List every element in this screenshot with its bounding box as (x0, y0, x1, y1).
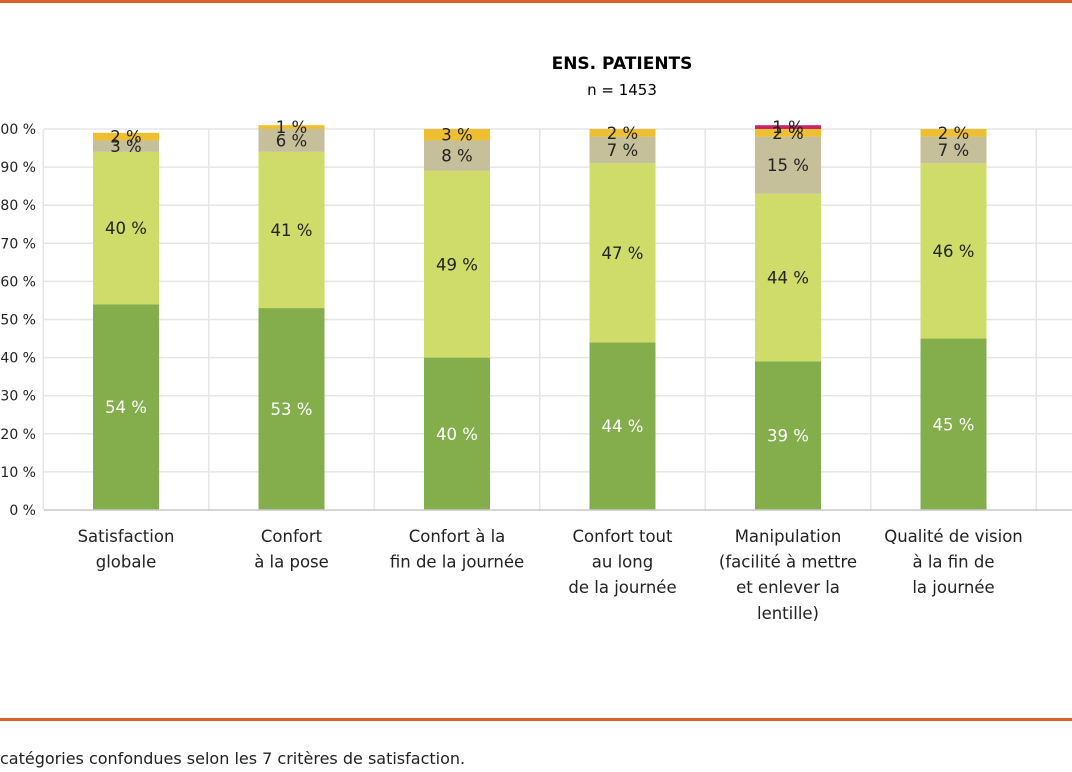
category-label: globale (96, 553, 156, 572)
bar-segment (755, 136, 821, 194)
y-tick-label: 50 % (0, 313, 36, 329)
data-label: 44 % (767, 269, 809, 288)
top-rule (0, 0, 1072, 3)
category-label: Confort tout (573, 527, 673, 546)
category-label: la journée (912, 578, 994, 597)
category-label: Manipulation (735, 527, 842, 546)
data-label: 1 % (276, 118, 307, 137)
data-label: 44 % (602, 417, 644, 436)
bar-segment (920, 338, 987, 510)
bar-segment (755, 125, 821, 129)
category-label: lentille) (757, 604, 819, 623)
bars (93, 125, 987, 510)
data-label: 40 % (436, 425, 478, 444)
bar-segment (920, 129, 987, 137)
data-label: 15 % (767, 156, 809, 175)
bar-segment (755, 193, 821, 362)
category-label: au long (592, 553, 653, 572)
bar-segment (755, 361, 821, 510)
data-label: 7 % (607, 141, 638, 160)
data-label: 1 % (772, 118, 803, 137)
bar-segment (93, 151, 159, 305)
category-label: fin de la journée (390, 553, 524, 572)
data-label: 49 % (436, 255, 478, 274)
data-label: 46 % (933, 242, 975, 261)
data-labels: 54 %40 %3 %2 %53 %41 %6 %1 %40 %49 %8 %3… (105, 118, 974, 446)
category-labels: Satisfaction globale Confort à la pose Confo… (78, 527, 1023, 623)
bar-segment (93, 132, 159, 141)
y-tick-label: 60 % (0, 274, 36, 290)
y-tick-label: 90 % (0, 160, 36, 176)
y-axis-ticks: 0 % 10 % 20 % 30 % 40 % 50 % 60 % 70 % 80 % 90 % 1… (0, 122, 36, 519)
data-label: 47 % (602, 244, 644, 263)
bar-segment (424, 357, 490, 510)
data-label: 45 % (933, 415, 975, 434)
category-label: à la pose (254, 553, 329, 572)
category-label: de la journée (568, 578, 676, 597)
y-tick-label: 70 % (0, 236, 36, 252)
bar-segment (589, 129, 656, 137)
bar-segment (589, 163, 656, 343)
bar-segment (258, 151, 325, 309)
y-tick-label: 100 % (0, 122, 36, 138)
data-label: 54 % (105, 398, 147, 417)
data-label: 3 % (110, 137, 141, 156)
y-tick-label: 80 % (0, 198, 36, 214)
category-label: Satisfaction (78, 527, 175, 546)
bar-segment (424, 129, 490, 141)
chart-subtitle: n = 1453 (587, 81, 657, 99)
data-label: 53 % (271, 400, 313, 419)
data-label: 6 % (276, 131, 307, 150)
data-label: 2 % (772, 124, 803, 143)
y-tick-label: 0 % (9, 503, 36, 519)
data-label: 41 % (271, 221, 313, 240)
bar-segment (920, 163, 987, 339)
bar-segment (93, 304, 159, 510)
gridlines (42, 128, 1072, 510)
data-label: 40 % (105, 219, 147, 238)
data-label: 39 % (767, 427, 809, 446)
bottom-rule (0, 718, 1072, 721)
y-tick-label: 20 % (0, 427, 36, 443)
data-label: 2 % (938, 124, 969, 143)
chart-title: ENS. PATIENTS (552, 54, 693, 74)
stacked-bar-chart: ENS. PATIENTS n = 1453 0 % 10 % 20 % 30 % 40… (0, 54, 1072, 623)
category-label: Confort (261, 527, 323, 546)
data-label: 2 % (110, 128, 141, 147)
y-tick-label: 40 % (0, 351, 36, 367)
bar-segment (258, 129, 325, 152)
bar-segment (920, 136, 987, 164)
bar-segment (258, 308, 325, 510)
bar-segment (424, 140, 490, 171)
footnote: catégories confondues selon les 7 critèr… (0, 749, 466, 768)
y-tick-label: 10 % (0, 465, 36, 481)
category-label: Qualité de vision (884, 527, 1023, 546)
bar-segment (424, 170, 490, 358)
data-label: 3 % (441, 126, 472, 145)
bar-segment (93, 140, 159, 152)
data-label: 8 % (441, 147, 472, 166)
category-label: Confort à la (409, 527, 506, 546)
bar-segment (755, 129, 821, 137)
data-label: 7 % (938, 141, 969, 160)
category-label: à la fin de (912, 553, 994, 572)
bar-segment (258, 125, 325, 129)
y-tick-label: 30 % (0, 389, 36, 405)
bar-segment (589, 136, 656, 164)
data-label: 2 % (607, 124, 638, 143)
bar-segment (589, 342, 656, 510)
category-label: (facilité à mettre (719, 553, 857, 572)
category-label: et enlever la (736, 578, 840, 597)
